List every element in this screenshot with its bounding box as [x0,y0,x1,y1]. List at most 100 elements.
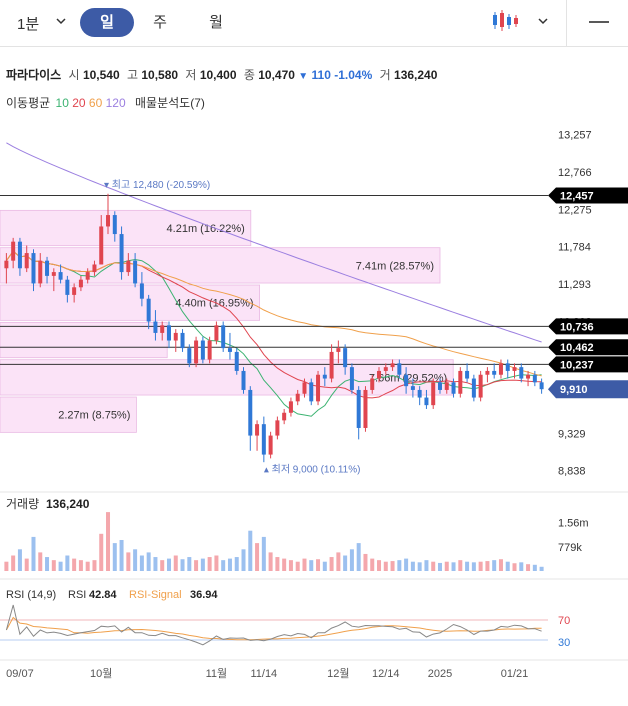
candle [221,321,226,352]
candle-body [383,367,388,371]
candle [471,374,476,402]
candle [349,363,354,394]
volume-bar [370,558,375,571]
volume-bar [38,552,43,571]
volume-bar [444,561,449,571]
candle-body [139,283,144,299]
candle-body [160,325,165,333]
volume-bar [99,533,104,571]
ma-120: 120 [105,96,126,110]
volume-bar [532,564,537,571]
candle-body [275,420,280,436]
x-tick-label: 12월 [327,667,349,680]
tab-month[interactable]: 월 [209,14,223,31]
candle [17,237,22,276]
candle [78,275,83,292]
candle-body [187,348,192,364]
interval-select-label: 1분 [17,16,40,33]
candle [160,321,165,341]
open-price: 10,540 [82,68,120,82]
x-tick-label: 11월 [206,667,228,680]
candle [255,420,260,451]
candle-body [133,260,138,284]
candle-body [72,287,77,295]
candle [343,344,348,375]
candle-body [255,424,260,436]
candle [519,363,524,383]
candle-body [370,378,375,390]
volume-bar [417,562,422,571]
price-level-tag-label: 10,237 [560,359,594,371]
volume-bar [397,560,402,571]
ma-120-line [6,142,542,343]
y-tick-label: 8,838 [558,466,586,478]
candle-body [505,363,510,371]
chevron-down-icon [538,18,548,25]
volume-bar [519,562,524,571]
menu-button[interactable] [580,8,616,36]
low-marker-label: ▴ 최저 9,000 (10.11%) [264,463,361,475]
candle-body [329,351,334,379]
candle-body [126,260,131,273]
candle [173,329,178,352]
candle-body [112,215,117,235]
candle [424,389,429,409]
tab-week[interactable]: 주 [153,14,167,31]
volume-bar [11,555,16,571]
candle-body [17,241,22,269]
volume-bar [404,558,409,571]
y-tick-label: 13,257 [558,130,592,142]
candle [261,416,266,463]
volume-profile-toggle[interactable]: 매물분석도(7) [135,96,205,110]
volume-bar [526,564,531,571]
price-level-tag-label: 12,457 [560,191,594,203]
candle [45,256,50,284]
interval-select[interactable]: 1분 [0,8,78,36]
candle-body [390,363,395,368]
volume-bar [227,558,232,571]
candle-body [437,382,442,390]
tab-day[interactable]: 일 [80,8,134,37]
candle [492,363,497,379]
volume-bar [85,561,90,571]
volume-bar [349,549,354,571]
candle [532,370,537,387]
volume-bar [173,555,178,571]
moving-average-legend: 이동평균 10 20 60 120 매물분석도(7) [6,94,205,111]
volume-bar [356,543,361,571]
volume-panel-value: 136,240 [46,497,90,511]
candle [363,386,368,432]
volume-bar [288,560,293,571]
price-level-tag [548,356,628,373]
candle-body [512,367,517,371]
volume-bar [309,560,314,571]
candle-body [214,325,219,341]
chevron-down-icon [56,18,66,25]
candle [410,378,415,398]
candle [4,253,9,284]
volume-bar [180,559,185,571]
candle-body [410,386,415,390]
volume-bar [329,557,334,571]
chart-type-button[interactable] [482,4,558,38]
candle-body [38,260,43,284]
candle-body [451,382,456,394]
candle [146,294,151,330]
candle-body [356,389,361,428]
volume-profile-label: 4.40m (16.95%) [175,298,253,310]
rsi-value: 42.84 [89,589,117,601]
candle-body [45,260,50,276]
volume-bar [505,561,510,571]
candle [11,237,16,269]
high-label: 고 [126,68,139,82]
candle [126,253,131,276]
candle [498,359,503,379]
candle [58,264,63,284]
y-tick-label: 12,275 [558,204,592,216]
volume-bar [166,558,171,571]
volume-bar [316,559,321,571]
candle [322,367,327,387]
volume-bar [498,559,503,571]
volume-bar [431,561,436,571]
